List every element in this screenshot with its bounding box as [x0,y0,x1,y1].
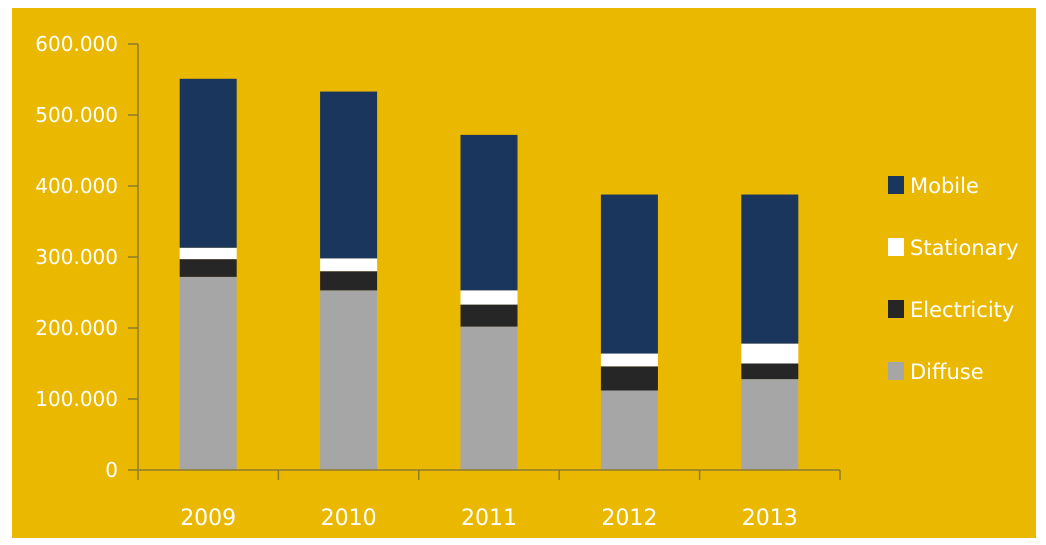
bar-diffuse-2010 [320,290,378,470]
y-tick-label: 0 [105,458,118,482]
bar-stationary-2012 [600,353,658,367]
bar-electricity-2009 [179,259,237,277]
legend-label-mobile: Mobile [910,174,979,198]
bar-stationary-2009 [179,247,237,260]
legend-label-diffuse: Diffuse [910,360,984,384]
bar-mobile-2009 [179,78,237,248]
bar-electricity-2010 [320,271,378,291]
bar-electricity-2012 [600,366,658,391]
legend-swatch-mobile [888,176,904,194]
bar-mobile-2013 [741,194,799,344]
bar-mobile-2010 [320,91,378,259]
x-tick-label: 2013 [742,506,798,531]
bar-diffuse-2009 [179,276,237,470]
bar-electricity-2013 [741,363,799,380]
bar-stationary-2011 [460,290,518,305]
bar-stationary-2013 [741,343,799,364]
x-tick-label: 2011 [461,506,517,531]
y-tick-label: 200.000 [35,316,118,340]
y-tick-label: 300.000 [35,245,118,269]
y-tick-label: 400.000 [35,174,118,198]
legend-label-electricity: Electricity [910,298,1014,322]
bar-mobile-2012 [600,194,658,354]
x-axis: 2009 2010 2011 2012 2013 [137,470,841,531]
legend-swatch-diffuse [888,362,904,380]
bar-mobile-2011 [460,134,518,291]
x-tick-label: 2010 [321,506,377,531]
legend-swatch-stationary [888,238,904,256]
y-tick-label: 500.000 [35,103,118,127]
bar-diffuse-2012 [600,390,658,470]
axes [137,44,840,471]
y-tick-label: 100.000 [35,387,118,411]
bars [179,78,799,470]
legend-label-stationary: Stationary [910,236,1019,260]
bar-stationary-2010 [320,258,378,272]
bar-diffuse-2013 [741,379,799,470]
x-tick-label: 2009 [180,506,236,531]
y-tick-label: 600.000 [35,32,118,56]
legend-swatch-electricity [888,300,904,318]
y-axis: 0 100.000 200.000 300.000 400.000 500.000 600.… [35,32,138,482]
legend: Mobile Stationary Electricity Diffuse [888,174,1019,384]
x-tick-label: 2012 [601,506,657,531]
bar-electricity-2011 [460,304,518,327]
bar-diffuse-2011 [460,326,518,470]
